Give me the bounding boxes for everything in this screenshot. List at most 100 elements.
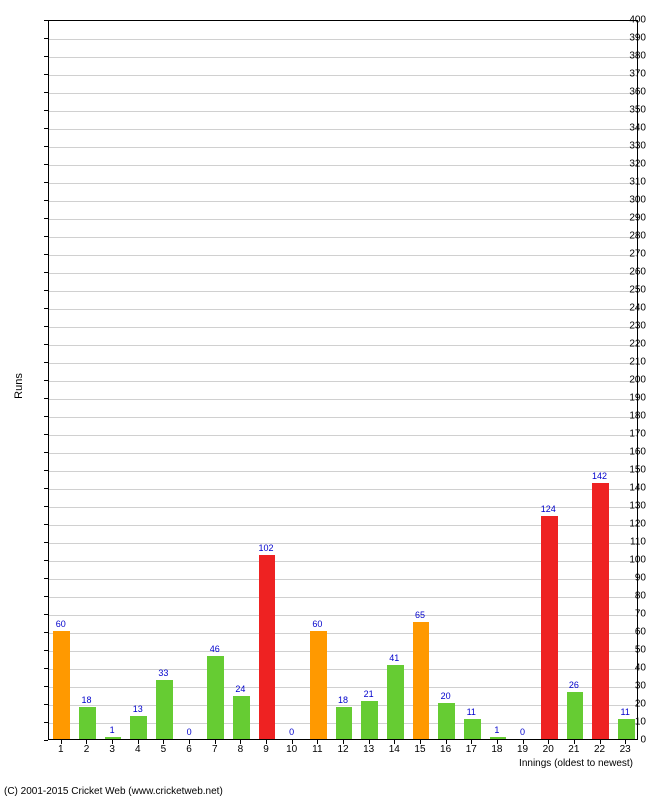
x-tick-label: 13 [363, 744, 374, 755]
x-tick-label: 10 [286, 744, 297, 755]
x-tick-label: 23 [620, 744, 631, 755]
x-tick-label: 17 [466, 744, 477, 755]
y-tick-mark [44, 524, 48, 525]
x-tick-label: 12 [337, 744, 348, 755]
bar-value-label: 21 [364, 689, 374, 699]
bar [567, 692, 584, 739]
y-tick-label: 260 [604, 267, 646, 278]
y-tick-label: 170 [604, 429, 646, 440]
bar-value-label: 33 [158, 668, 168, 678]
x-tick-label: 18 [491, 744, 502, 755]
gridline [49, 381, 637, 382]
y-tick-mark [44, 344, 48, 345]
gridline [49, 75, 637, 76]
bar [387, 665, 404, 739]
gridline [49, 327, 637, 328]
y-tick-mark [44, 722, 48, 723]
bar-value-label: 102 [259, 543, 274, 553]
gridline [49, 399, 637, 400]
y-tick-mark [44, 668, 48, 669]
y-tick-mark [44, 380, 48, 381]
bar [464, 719, 481, 739]
plot-area [48, 20, 638, 740]
x-tick-label: 9 [263, 744, 269, 755]
bar [310, 631, 327, 739]
chart-container: 0102030405060708090100110120130140150160… [0, 0, 650, 800]
y-tick-label: 90 [604, 573, 646, 584]
gridline [49, 291, 637, 292]
y-tick-mark [44, 596, 48, 597]
bar [361, 701, 378, 739]
copyright-text: (C) 2001-2015 Cricket Web (www.cricketwe… [4, 786, 223, 797]
gridline [49, 183, 637, 184]
y-tick-mark [44, 650, 48, 651]
gridline [49, 39, 637, 40]
bar [130, 716, 147, 739]
y-tick-mark [44, 704, 48, 705]
bar [438, 703, 455, 739]
y-tick-label: 380 [604, 51, 646, 62]
y-tick-label: 240 [604, 303, 646, 314]
gridline [49, 201, 637, 202]
y-tick-label: 190 [604, 393, 646, 404]
bar [413, 622, 430, 739]
y-tick-label: 180 [604, 411, 646, 422]
gridline [49, 453, 637, 454]
y-tick-mark [44, 560, 48, 561]
y-tick-label: 370 [604, 69, 646, 80]
gridline [49, 255, 637, 256]
x-tick-label: 5 [161, 744, 167, 755]
bar-value-label: 0 [520, 727, 525, 737]
x-tick-label: 19 [517, 744, 528, 755]
x-tick-label: 3 [109, 744, 115, 755]
gridline [49, 111, 637, 112]
y-tick-mark [44, 200, 48, 201]
y-tick-label: 270 [604, 249, 646, 260]
y-tick-mark [44, 236, 48, 237]
bar [233, 696, 250, 739]
y-tick-mark [44, 362, 48, 363]
x-tick-label: 11 [312, 744, 322, 755]
y-tick-mark [44, 740, 48, 741]
y-tick-label: 310 [604, 177, 646, 188]
y-tick-mark [44, 686, 48, 687]
x-tick-label: 8 [238, 744, 244, 755]
y-tick-label: 100 [604, 555, 646, 566]
y-tick-label: 140 [604, 483, 646, 494]
y-tick-label: 230 [604, 321, 646, 332]
y-tick-label: 250 [604, 285, 646, 296]
bar-value-label: 65 [415, 610, 425, 620]
x-tick-label: 22 [594, 744, 605, 755]
y-axis-label: Runs [13, 373, 25, 399]
y-tick-label: 110 [604, 537, 646, 548]
y-tick-label: 80 [604, 591, 646, 602]
bar [259, 555, 276, 739]
x-tick-label: 6 [186, 744, 192, 755]
y-tick-mark [44, 20, 48, 21]
y-tick-label: 300 [604, 195, 646, 206]
y-tick-mark [44, 146, 48, 147]
y-tick-label: 280 [604, 231, 646, 242]
y-tick-mark [44, 632, 48, 633]
x-axis-label: Innings (oldest to newest) [519, 758, 633, 769]
bar [541, 516, 558, 739]
y-tick-label: 290 [604, 213, 646, 224]
bar-value-label: 18 [81, 695, 91, 705]
bar-value-label: 24 [235, 684, 245, 694]
y-tick-mark [44, 56, 48, 57]
y-tick-label: 130 [604, 501, 646, 512]
y-tick-mark [44, 416, 48, 417]
x-tick-label: 15 [414, 744, 425, 755]
y-tick-label: 220 [604, 339, 646, 350]
x-tick-label: 14 [389, 744, 400, 755]
y-tick-label: 350 [604, 105, 646, 116]
bar [156, 680, 173, 739]
y-tick-label: 60 [604, 627, 646, 638]
bar-value-label: 124 [541, 504, 556, 514]
bar-value-label: 11 [621, 707, 630, 717]
bar-value-label: 0 [187, 727, 192, 737]
y-tick-label: 340 [604, 123, 646, 134]
x-tick-label: 2 [84, 744, 90, 755]
bar-value-label: 13 [133, 704, 143, 714]
gridline [49, 435, 637, 436]
